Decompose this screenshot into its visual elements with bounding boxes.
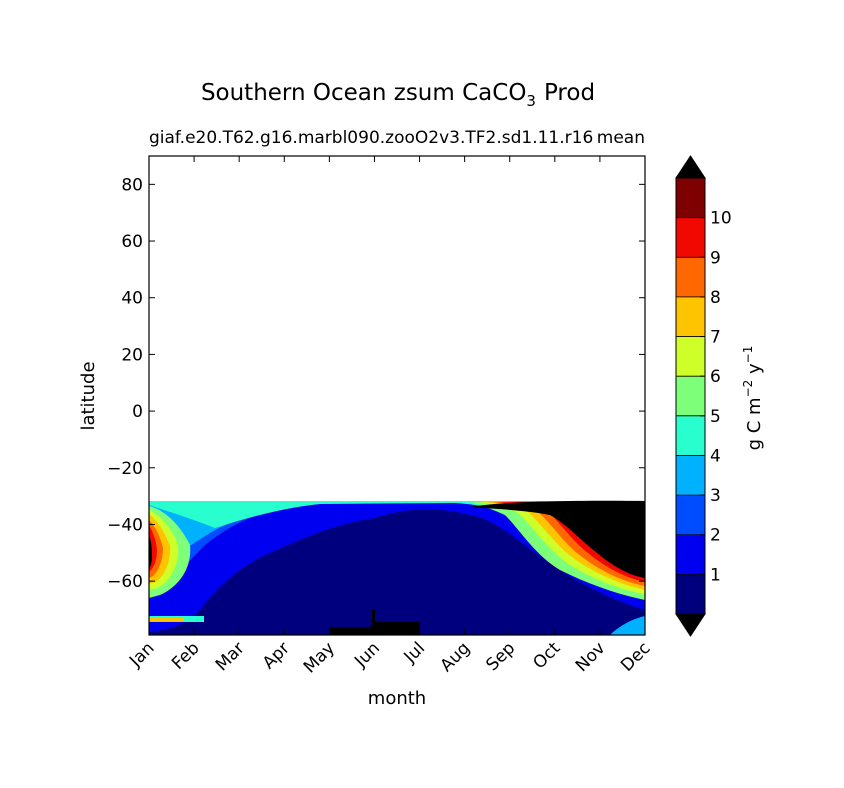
contour-level-0-1-inner [200, 516, 645, 635]
land-mask-3 [372, 610, 375, 635]
colorbar: 1 2 3 4 5 6 7 8 9 10 [675, 155, 732, 637]
y-tick-label: −40 [107, 515, 143, 535]
y-tick-label: 80 [121, 175, 143, 195]
colorbar-band [676, 336, 705, 377]
colorbar-extend-min [675, 613, 706, 637]
colorbar-band [676, 217, 705, 258]
x-tick-label: Aug [437, 638, 475, 676]
colorbar-tick-label: 7 [710, 328, 721, 348]
y-tick-label: 60 [121, 232, 143, 252]
x-tick-label: May [300, 638, 339, 677]
y-tick-label: 40 [121, 289, 143, 309]
y-tick-label: 0 [132, 402, 143, 422]
land-mask-2 [375, 622, 420, 635]
plot-area [148, 155, 646, 636]
x-tick-label: Jan [125, 638, 158, 671]
plot-frame [148, 155, 646, 636]
colorbar-tick-label: 6 [710, 367, 721, 387]
x-tick-label: Sep [482, 638, 519, 675]
colorbar-band [676, 495, 705, 536]
x-tick-label: Jul [400, 638, 429, 667]
colorbar-band [676, 574, 705, 615]
y-tick-label: 20 [121, 345, 143, 365]
colorbar-tick-label: 9 [710, 248, 721, 268]
colorbar-band [676, 415, 705, 456]
x-tick-label: Feb [168, 638, 203, 673]
colorbar-band [676, 455, 705, 496]
contour-level-1-2 [149, 501, 645, 632]
y-axis: 80 60 40 20 0 −20 −40 −60 [107, 175, 645, 592]
x-tick-label: Jun [350, 638, 384, 672]
spring-over-range [470, 500, 645, 578]
colorbar-tick-label: 3 [710, 486, 721, 506]
colorbar-band [676, 257, 705, 298]
colorbar-label: g C m−2 y−1 [741, 346, 765, 451]
dec-south-feature [610, 616, 645, 635]
colorbar-tick-label: 10 [710, 209, 732, 229]
colorbar-band [676, 296, 705, 338]
south-edge-feature-inner [149, 618, 184, 621]
land-mask-1 [330, 627, 375, 635]
x-tick-label: Nov [572, 638, 610, 676]
colorbar-tick-label: 1 [710, 565, 721, 585]
chart-title: Southern Ocean zsum CaCO3 Prod [201, 80, 595, 110]
x-tick-label: Mar [212, 638, 249, 675]
contour-field [149, 500, 645, 635]
colorbar-band [676, 534, 705, 575]
colorbar-tick-label: 2 [710, 526, 721, 546]
run-id-subtitle: giaf.e20.T62.g16.marbl090.zooO2v3.TF2.sd… [149, 128, 593, 148]
y-tick-label: −60 [107, 572, 143, 592]
colorbar-tick-label: 4 [710, 446, 721, 466]
y-axis-label: latitude [78, 361, 99, 430]
colorbar-extend-max [675, 155, 706, 179]
x-tick-label: Dec [617, 638, 654, 675]
stat-subtitle: mean [597, 128, 645, 148]
colorbar-band [676, 376, 705, 417]
colorbar-band [676, 178, 705, 219]
y-tick-label: −20 [107, 459, 143, 479]
x-tick-label: Apr [259, 638, 294, 673]
colorbar-tick-label: 8 [710, 288, 721, 308]
x-axis-label: month [368, 688, 426, 709]
x-tick-label: Oct [529, 638, 564, 673]
jan-over-range [149, 534, 152, 568]
colorbar-tick-label: 5 [710, 407, 721, 427]
colorbar-frame [675, 177, 706, 615]
